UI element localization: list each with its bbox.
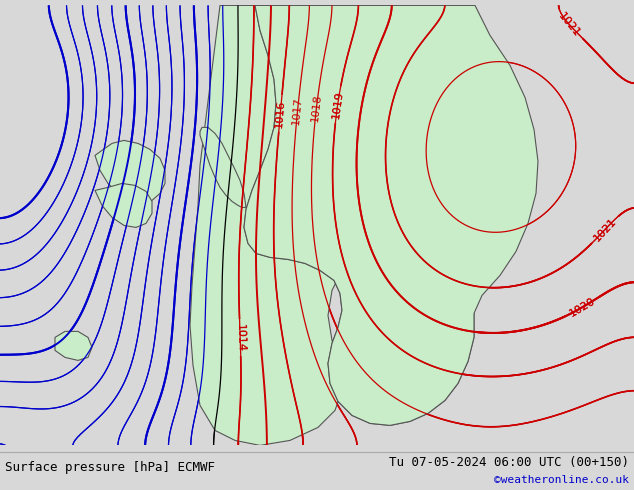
Polygon shape: [55, 331, 92, 361]
Text: 1014: 1014: [235, 323, 245, 352]
Text: 1020: 1020: [568, 295, 597, 318]
Text: 1014: 1014: [235, 323, 245, 352]
Polygon shape: [190, 5, 474, 445]
Text: 1017: 1017: [291, 96, 304, 125]
Text: 1021: 1021: [592, 216, 618, 243]
Polygon shape: [244, 5, 538, 425]
Text: 1016: 1016: [274, 99, 287, 128]
Text: 1019: 1019: [331, 90, 345, 119]
Text: 1016: 1016: [274, 99, 287, 128]
Text: 1020: 1020: [568, 295, 597, 318]
Polygon shape: [95, 141, 165, 203]
Text: 1019: 1019: [331, 90, 345, 119]
Text: 1021: 1021: [592, 216, 618, 243]
Text: Tu 07-05-2024 06:00 UTC (00+150): Tu 07-05-2024 06:00 UTC (00+150): [389, 456, 629, 469]
Text: 1021: 1021: [557, 11, 582, 39]
Text: ©weatheronline.co.uk: ©weatheronline.co.uk: [494, 475, 629, 485]
Text: 1021: 1021: [557, 11, 582, 39]
Text: Surface pressure [hPa] ECMWF: Surface pressure [hPa] ECMWF: [5, 462, 215, 474]
Text: 1018: 1018: [310, 93, 323, 122]
Polygon shape: [95, 183, 152, 227]
Polygon shape: [200, 127, 246, 207]
